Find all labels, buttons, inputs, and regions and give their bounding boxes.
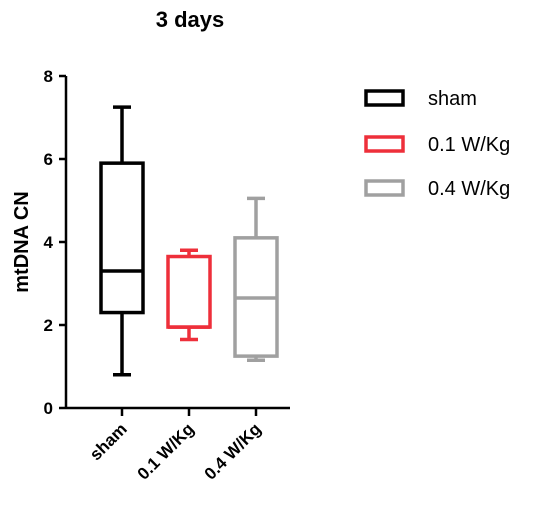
legend-label: sham [428, 88, 477, 110]
box-iqr [99, 161, 145, 315]
legend-swatch [364, 89, 405, 107]
box-sham [99, 105, 145, 377]
legend-label: 0.1 W/Kg [428, 134, 510, 156]
x-tick-label: 0.1 W/Kg [134, 419, 198, 483]
y-tick-label: 8 [44, 67, 53, 86]
legend-label: 0.4 W/Kg [428, 178, 510, 200]
box-0-4-w-kg [233, 196, 279, 363]
box-iqr [166, 254, 212, 329]
legend: sham 0.1 W/Kg 0.4 W/Kg [364, 88, 510, 200]
chart-title: 3 days [156, 7, 225, 32]
x-tick-label: 0.4 W/Kg [201, 419, 265, 483]
y-axis: 0 2 4 6 8 [44, 67, 68, 418]
box-series [99, 105, 279, 377]
y-tick-label: 0 [44, 399, 53, 418]
box-0-1-w-kg [166, 248, 212, 342]
legend-swatch [364, 179, 405, 197]
y-tick-label: 2 [44, 316, 53, 335]
y-tick-label: 6 [44, 150, 53, 169]
x-tick-label: sham [86, 419, 131, 464]
legend-swatch [364, 135, 405, 153]
x-axis: sham 0.1 W/Kg 0.4 W/Kg [66, 406, 290, 484]
y-tick-label: 4 [44, 233, 54, 252]
y-axis-label: mtDNA CN [11, 191, 33, 292]
